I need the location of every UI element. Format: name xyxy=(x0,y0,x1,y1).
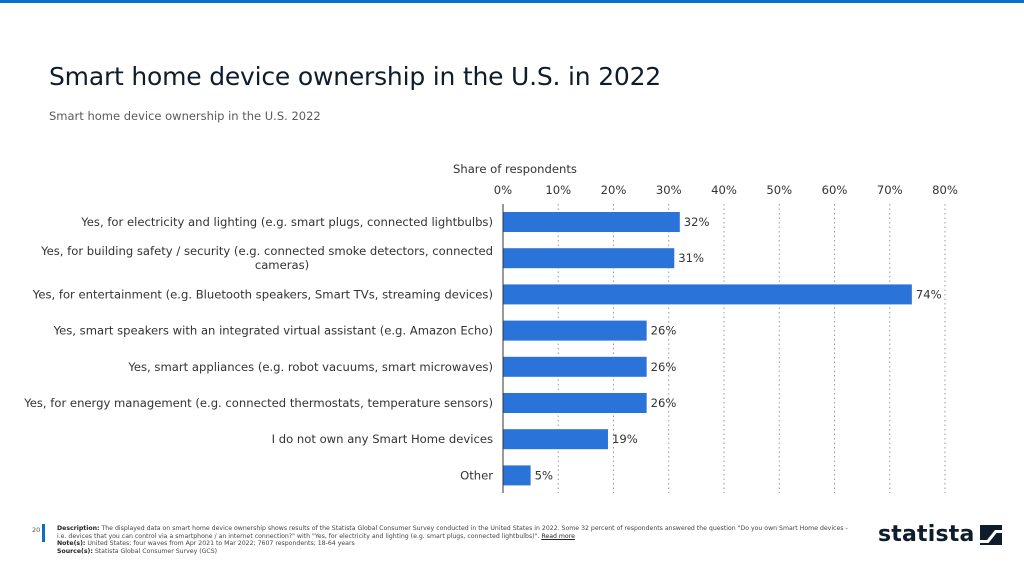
bar[interactable] xyxy=(503,212,680,232)
bar[interactable] xyxy=(503,465,531,486)
logo-text: statista xyxy=(878,522,975,547)
x-tick-label: 10% xyxy=(545,183,571,197)
footer: 20 Description: The displayed data on sm… xyxy=(0,522,1024,576)
read-more-link[interactable]: Read more xyxy=(541,532,575,540)
source-label: Source(s): xyxy=(57,547,93,555)
statista-logo[interactable]: statista xyxy=(878,522,1002,547)
notes-text: United States; four waves from Apr 2021 … xyxy=(87,540,355,548)
category-label: Yes, for energy management (e.g. connect… xyxy=(23,396,493,410)
value-label: 26% xyxy=(651,324,677,338)
x-tick-label: 0% xyxy=(494,183,512,197)
x-tick-label: 40% xyxy=(711,183,737,197)
category-label: I do not own any Smart Home devices xyxy=(272,432,493,446)
source-line: Source(s): Statista Global Consumer Surv… xyxy=(57,548,857,556)
category-labels: Yes, for electricity and lighting (e.g. … xyxy=(23,215,493,482)
category-label: Yes, smart appliances (e.g. robot vacuum… xyxy=(127,360,493,374)
value-labels: 32% 31% 74% 26% 26% 26% 19% 5% xyxy=(535,215,942,482)
value-label: 31% xyxy=(678,251,704,265)
category-label: Yes, smart speakers with an integrated v… xyxy=(53,324,493,338)
description-label: Description: xyxy=(57,525,100,532)
notes-label: Note(s): xyxy=(57,540,86,548)
bars xyxy=(503,212,912,486)
x-tick-label: 20% xyxy=(601,183,627,197)
notes-line: Note(s): United States; four waves from … xyxy=(57,540,857,548)
page-title: Smart home device ownership in the U.S. … xyxy=(49,62,662,91)
page-subtitle: Smart home device ownership in the U.S. … xyxy=(49,109,321,123)
chart-notes: Description: The displayed data on smart… xyxy=(57,525,857,555)
statista-logo-icon xyxy=(979,524,1002,545)
page-number: 20 xyxy=(32,526,41,534)
gridlines xyxy=(557,204,946,493)
description-line: Description: The displayed data on smart… xyxy=(57,525,857,540)
bar[interactable] xyxy=(503,356,647,377)
bar[interactable] xyxy=(503,320,647,341)
x-tick-label: 80% xyxy=(932,183,958,197)
category-label: Yes, for building safety / security (e.g… xyxy=(40,244,493,258)
bar-chart: Share of respondents 0% 10% 20% 30% 40% 50% 60… xyxy=(23,162,958,493)
value-label: 26% xyxy=(651,396,677,410)
x-tick-label: 60% xyxy=(822,183,848,197)
value-label: 19% xyxy=(612,432,638,446)
category-label: Yes, for electricity and lighting (e.g. … xyxy=(80,215,493,229)
x-axis-ticks: 0% 10% 20% 30% 40% 50% 60% 70% 80% xyxy=(494,183,958,197)
category-label: Yes, for entertainment (e.g. Bluetooth s… xyxy=(32,287,493,301)
x-tick-label: 30% xyxy=(656,183,682,197)
bar[interactable] xyxy=(503,248,675,269)
value-label: 5% xyxy=(535,468,553,482)
bar[interactable] xyxy=(503,429,608,450)
category-label: Other xyxy=(460,468,493,482)
x-tick-label: 50% xyxy=(766,183,792,197)
page-accent-bar xyxy=(42,524,45,542)
top-accent-bar xyxy=(0,0,1024,3)
value-label: 32% xyxy=(684,215,710,229)
x-axis-title: Share of respondents xyxy=(453,162,577,176)
x-tick-label: 70% xyxy=(877,183,903,197)
value-label: 74% xyxy=(916,287,942,301)
bar[interactable] xyxy=(503,284,912,305)
description-text: The displayed data on smart home device … xyxy=(57,525,848,540)
category-label: cameras) xyxy=(255,258,309,272)
value-label: 26% xyxy=(651,360,677,374)
source-text: Statista Global Consumer Survey (GCS) xyxy=(94,547,218,555)
bar[interactable] xyxy=(503,393,647,413)
